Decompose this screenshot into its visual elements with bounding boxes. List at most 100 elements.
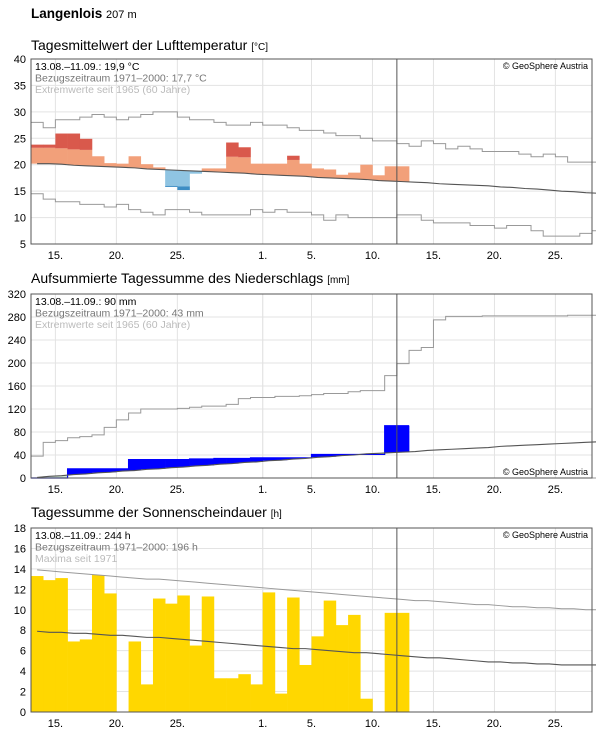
temperature-bar-extra [79,138,93,150]
temperature-x-tick-label: 15. [48,250,63,262]
temperature-bar [31,147,44,164]
temperature-unit: [°C] [251,42,268,53]
sunshine-y-tick-label: 12 [14,584,26,596]
precipitation-x-tick-label: 1. [258,484,267,496]
temperature-bar [152,167,166,170]
temperature-bar-extra [165,185,178,187]
sunshine-bar [384,612,398,712]
precipitation-surplus [165,459,178,468]
precipitation-x-tick-label: 25. [548,484,563,496]
temperature-bar [311,168,324,178]
sunshine-chart-title: Tagessumme der Sonnenscheindauer [h] [31,504,282,520]
temperature-bar [372,175,385,181]
temperature-x-tick-label: 20. [109,250,124,262]
temperature-y-tick-label: 25 [14,133,26,145]
sunshine-y-tick-label: 18 [14,523,26,535]
temperature-bar-extra [55,133,68,149]
sunshine-bar [262,592,276,712]
temperature-bar [299,163,312,177]
precipitation-chart-title: Aufsummierte Tagessumme des Niederschlag… [31,270,350,286]
precipitation-x-tick-label: 25. [170,484,185,496]
temperature-y-tick-label: 30 [14,107,26,119]
temperature-bar [55,148,68,165]
precipitation-surplus [384,425,398,453]
sunshine-bar [79,639,93,712]
sunshine-maxima-line [37,569,596,611]
sunshine-marks [31,575,410,712]
sunshine-x-tick-label: 20. [109,718,124,730]
precipitation-y-tick-label: 0 [20,473,26,485]
temperature-bar-extra [43,144,56,148]
temperature-chart: 5 10 15 20 25 30 35 40 15. 20. 25. 1. 5. 10. 15. 20. 25.… [14,54,596,262]
sunshine-bar [91,575,105,712]
temperature-bar [348,172,361,179]
sunshine-x-tick-label: 15. [426,718,441,730]
sunshine-bar [396,612,410,712]
temperature-bar [250,163,264,175]
precipitation-surplus [238,458,251,463]
temperature-bar [43,147,56,164]
precipitation-surplus [250,457,264,462]
precipitation-surplus [396,425,410,453]
sunshine-bar [323,600,337,712]
sunshine-legend-line: 13.08.–11.09.: 244 h [35,530,131,542]
temperature-plot-frame [30,58,593,245]
sunshine-bar [274,693,288,712]
temperature-bar [360,164,373,180]
temperature-bar [201,168,215,172]
precipitation-y-tick-label: 120 [8,404,26,416]
precipitation-y-tick-label: 80 [14,427,26,439]
temperature-bar [165,170,178,186]
sunshine-bar [226,678,239,712]
sunshine-x-tick-label: 1. [258,718,267,730]
temperature-bar [177,170,190,187]
sunshine-x-tick-label: 25. [170,718,185,730]
temperature-bar-extra [67,133,81,150]
sunshine-bar [238,674,251,712]
precipitation-surplus [79,468,93,474]
sunshine-x-tick-label: 25. [548,718,563,730]
sunshine-unit: [h] [270,509,282,520]
precipitation-deficit [43,476,56,478]
sunshine-bar [104,593,117,712]
temperature-legend-line: 13.08.–11.09.: 19,9 °C [35,61,140,73]
sunshine-bar [213,678,227,712]
sunshine-plot-frame [30,527,593,713]
temperature-bar [396,166,410,182]
precipitation-y-tick-label: 200 [8,358,26,370]
sunshine-bar [128,641,142,712]
temperature-bar [262,163,276,175]
precipitation-y-tick-label: 240 [8,335,26,347]
sunshine-bar [311,636,324,712]
precipitation-deficit [55,475,68,478]
sunshine-bar [348,614,361,712]
temperature-bar [128,156,142,168]
temperature-bar [79,149,93,166]
temperature-x-tick-label: 5. [307,250,316,262]
precipitation-y-tick-label: 280 [8,312,26,324]
precipitation-surplus [226,458,239,464]
temperature-bar-extra [31,144,44,148]
precipitation-legend-line: Extremwerte seit 1965 (60 Jahre) [35,319,190,331]
sunshine-y-tick-label: 16 [14,543,26,555]
temperature-bar [335,174,349,179]
sunshine-bar [165,603,178,712]
precipitation-y-tick-label: 320 [8,289,26,301]
temperature-y-tick-label: 10 [14,213,26,225]
temperature-y-tick-label: 40 [14,54,26,66]
sunshine-bar [189,645,203,712]
precipitation-surplus [274,457,288,461]
precipitation-x-tick-label: 20. [109,484,124,496]
precipitation-surplus [152,459,166,469]
precipitation-surplus [323,454,337,457]
precipitation-surplus [128,459,142,471]
precipitation-unit: [mm] [327,275,350,286]
sunshine-bar [152,598,166,712]
precipitation-surplus [311,454,324,458]
temperature-bar [104,163,117,167]
temperature-y-tick-label: 15 [14,186,26,198]
temperature-bar-extra [177,186,190,191]
precipitation-x-tick-label: 15. [48,484,63,496]
precipitation-surplus [213,458,227,465]
sunshine-y-tick-label: 14 [14,564,26,576]
